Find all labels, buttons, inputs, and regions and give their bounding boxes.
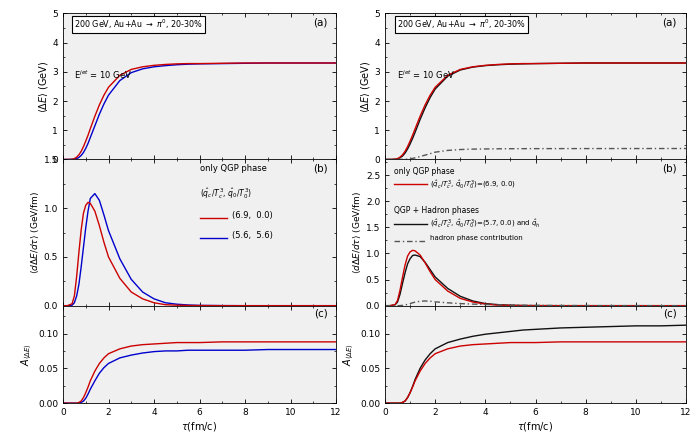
Text: only QGP phase: only QGP phase — [199, 164, 267, 173]
Text: $(\hat{q}_c/T_c^3,\,\hat{q}_0/T_0^3)$=(6.9, 0.0): $(\hat{q}_c/T_c^3,\,\hat{q}_0/T_0^3)$=(6… — [430, 179, 516, 192]
Text: QGP + Hadron phases: QGP + Hadron phases — [394, 206, 479, 215]
Y-axis label: $\langle\Delta E\rangle$ (GeV): $\langle\Delta E\rangle$ (GeV) — [36, 60, 50, 113]
Y-axis label: $A_{\langle\Delta E\rangle}$: $A_{\langle\Delta E\rangle}$ — [20, 343, 35, 366]
Y-axis label: $A_{\langle\Delta E\rangle}$: $A_{\langle\Delta E\rangle}$ — [342, 343, 357, 366]
Text: (5.6,  5.6): (5.6, 5.6) — [232, 231, 273, 240]
Text: (6.9,  0.0): (6.9, 0.0) — [232, 211, 273, 220]
Text: hadron phase contribution: hadron phase contribution — [430, 236, 523, 241]
X-axis label: $\tau$(fm/c): $\tau$(fm/c) — [517, 420, 554, 433]
Text: (b): (b) — [313, 164, 328, 174]
Text: (c): (c) — [314, 309, 328, 319]
Text: $(\hat{q}_c/T_c^3,\,\hat{q}_0/T_0^3)$=(5.7, 0.0) and $\hat{q}_h$: $(\hat{q}_c/T_c^3,\,\hat{q}_0/T_0^3)$=(5… — [430, 218, 541, 231]
Text: (b): (b) — [662, 164, 677, 174]
Text: $(\hat{q}_c/T_c^3,\,\hat{q}_0/T_0^3)$: $(\hat{q}_c/T_c^3,\,\hat{q}_0/T_0^3)$ — [199, 186, 252, 201]
X-axis label: $\tau$(fm/c): $\tau$(fm/c) — [181, 420, 218, 433]
Text: (a): (a) — [663, 18, 677, 27]
Text: 200 GeV, Au+Au $\rightarrow$ $\pi^0$, 20-30%: 200 GeV, Au+Au $\rightarrow$ $\pi^0$, 20… — [74, 18, 203, 31]
Y-axis label: $\langle\Delta E\rangle$ (GeV): $\langle\Delta E\rangle$ (GeV) — [358, 60, 372, 113]
Y-axis label: $\langle d\Delta E/d\tau\rangle$ (GeV/fm): $\langle d\Delta E/d\tau\rangle$ (GeV/fm… — [30, 191, 41, 274]
Y-axis label: $\langle d\Delta E/d\tau\rangle$ (GeV/fm): $\langle d\Delta E/d\tau\rangle$ (GeV/fm… — [352, 191, 363, 274]
Text: E$^{jet}$ = 10 GeV: E$^{jet}$ = 10 GeV — [74, 69, 132, 81]
Text: only QGP phase: only QGP phase — [394, 167, 454, 176]
Text: 200 GeV, Au+Au $\rightarrow$ $\pi^0$, 20-30%: 200 GeV, Au+Au $\rightarrow$ $\pi^0$, 20… — [397, 18, 526, 31]
Text: (c): (c) — [663, 309, 677, 319]
Text: E$^{jet}$ = 10 GeV: E$^{jet}$ = 10 GeV — [397, 69, 455, 81]
Text: (a): (a) — [314, 18, 328, 27]
